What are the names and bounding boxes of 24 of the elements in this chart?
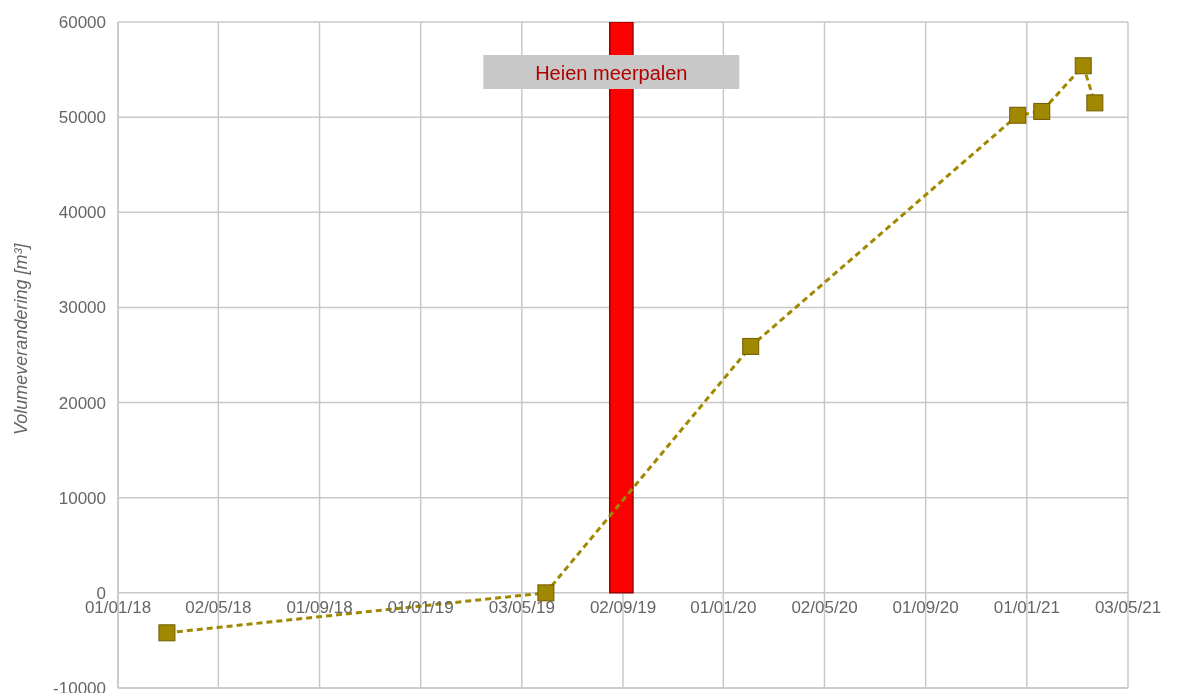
- point: [537, 584, 555, 602]
- x-tick-label: 01/09/18: [286, 597, 353, 617]
- point: [158, 624, 176, 642]
- y-tick-label: 20000: [58, 393, 106, 413]
- x-tick-label: 01/09/20: [892, 597, 959, 617]
- y-tick-label: 10000: [58, 488, 106, 508]
- x-tick-label: 01/01/21: [993, 597, 1060, 617]
- x-tick-label: 03/05/21: [1094, 597, 1162, 617]
- x-tick-label: 02/09/19: [589, 597, 657, 617]
- x-tick-label: 02/05/18: [185, 597, 252, 617]
- point: [1033, 102, 1051, 120]
- x-tick-label: 01/01/20: [690, 597, 757, 617]
- band-label: Heien meerpalen: [535, 62, 688, 84]
- y-tick-label: 40000: [58, 203, 106, 223]
- y-tick-label: 50000: [58, 108, 106, 128]
- x-tick-label: 02/05/20: [791, 597, 858, 617]
- x-tick-label: 03/05/19: [488, 597, 555, 617]
- point: [1086, 94, 1104, 112]
- y-tick-label: 30000: [58, 298, 106, 318]
- point: [742, 337, 760, 355]
- point: [1009, 106, 1027, 124]
- y-tick-label: 60000: [58, 13, 106, 32]
- point: [1074, 57, 1092, 75]
- y-axis-title: Volumeverandering [m³]: [11, 242, 32, 435]
